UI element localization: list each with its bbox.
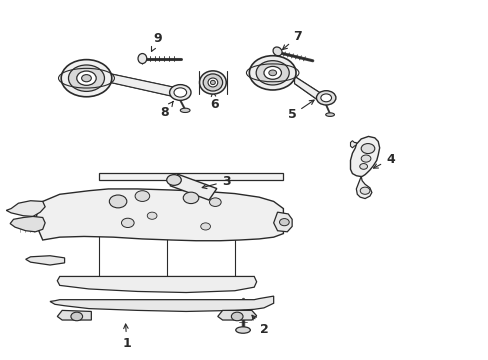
Polygon shape (294, 76, 322, 102)
Circle shape (268, 70, 276, 76)
Polygon shape (57, 310, 91, 320)
Circle shape (231, 312, 243, 321)
Circle shape (135, 191, 149, 202)
Polygon shape (350, 136, 379, 176)
Polygon shape (10, 216, 45, 232)
Polygon shape (111, 74, 176, 96)
Text: 6: 6 (210, 92, 218, 111)
Text: 4: 4 (373, 153, 394, 168)
Ellipse shape (325, 113, 334, 116)
Circle shape (81, 75, 91, 82)
Polygon shape (170, 174, 216, 200)
Ellipse shape (207, 78, 217, 87)
Circle shape (166, 175, 181, 185)
Circle shape (201, 223, 210, 230)
Polygon shape (6, 201, 45, 216)
Polygon shape (356, 176, 371, 199)
Polygon shape (273, 212, 291, 232)
Text: 7: 7 (282, 30, 302, 50)
Ellipse shape (180, 108, 190, 112)
Text: 8: 8 (160, 102, 173, 120)
Text: 1: 1 (122, 324, 131, 350)
Polygon shape (50, 296, 273, 311)
Circle shape (147, 212, 157, 219)
Ellipse shape (210, 80, 215, 85)
Circle shape (174, 88, 186, 97)
Circle shape (183, 192, 199, 203)
Polygon shape (35, 189, 283, 241)
Polygon shape (57, 276, 256, 293)
Circle shape (361, 144, 374, 154)
Circle shape (121, 218, 134, 228)
Text: 9: 9 (151, 32, 162, 51)
Circle shape (320, 94, 331, 102)
Text: 2: 2 (251, 315, 268, 336)
Ellipse shape (138, 54, 146, 64)
Circle shape (71, 312, 82, 321)
Circle shape (279, 219, 288, 226)
Polygon shape (350, 141, 356, 148)
Circle shape (77, 71, 96, 85)
Ellipse shape (199, 71, 226, 94)
Circle shape (359, 163, 367, 169)
Circle shape (109, 195, 126, 208)
Circle shape (169, 85, 191, 100)
Circle shape (249, 56, 295, 90)
Polygon shape (99, 173, 283, 180)
Text: 5: 5 (287, 100, 313, 121)
Ellipse shape (203, 74, 222, 91)
Polygon shape (26, 256, 64, 265)
Text: 3: 3 (202, 175, 230, 189)
Circle shape (360, 187, 369, 194)
Circle shape (68, 65, 104, 91)
Circle shape (256, 61, 288, 85)
Circle shape (316, 91, 335, 105)
Circle shape (61, 60, 112, 97)
Ellipse shape (272, 47, 282, 56)
Circle shape (361, 155, 370, 162)
Ellipse shape (235, 327, 250, 333)
Polygon shape (217, 310, 256, 320)
Circle shape (209, 198, 221, 206)
Circle shape (264, 66, 281, 79)
